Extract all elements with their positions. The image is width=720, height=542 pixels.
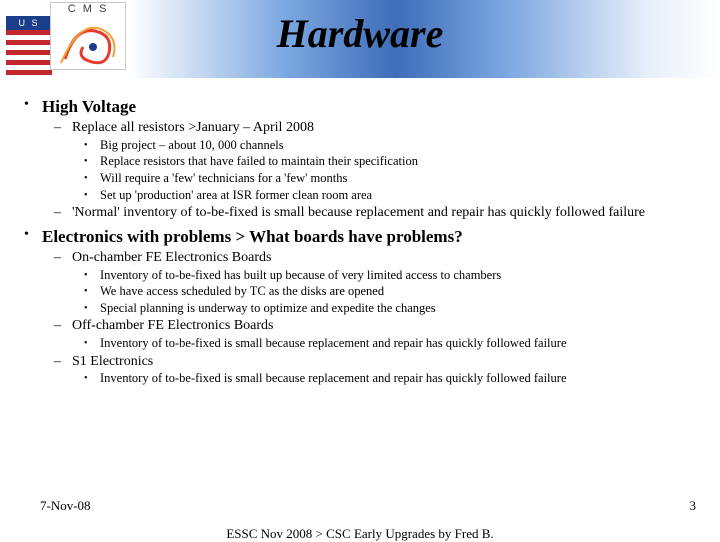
sub-label: Replace all resistors >January – April 2… — [72, 120, 314, 135]
sub-item: 'Normal' inventory of to-be-fixed is sma… — [72, 204, 696, 222]
detail-item: Big project – about 10, 000 channels — [100, 138, 696, 154]
sub-label: 'Normal' inventory of to-be-fixed is sma… — [72, 205, 645, 220]
slide-title: Hardware — [0, 10, 720, 57]
detail-item: Inventory of to-be-fixed is small becaus… — [100, 371, 696, 387]
detail-item: Inventory of to-be-fixed has built up be… — [100, 268, 696, 284]
detail-item: We have access scheduled by TC as the di… — [100, 284, 696, 300]
slide-body: High Voltage Replace all resistors >Janu… — [0, 78, 720, 387]
slide-header: U S C M S Hardware — [0, 0, 720, 78]
bullet-label: High Voltage — [42, 97, 136, 116]
footer-page-number: 3 — [690, 498, 697, 514]
sub-label: On-chamber FE Electronics Boards — [72, 250, 271, 265]
bullet-label: Electronics with problems > What boards … — [42, 227, 463, 246]
sub-item: On-chamber FE Electronics Boards Invento… — [72, 249, 696, 316]
bullet-electronics: Electronics with problems > What boards … — [42, 226, 696, 387]
detail-item: Inventory of to-be-fixed is small becaus… — [100, 336, 696, 352]
sub-item: S1 Electronics Inventory of to-be-fixed … — [72, 353, 696, 387]
footer-date: 7-Nov-08 — [40, 498, 91, 514]
sub-label: S1 Electronics — [72, 354, 153, 369]
sub-item: Off-chamber FE Electronics Boards Invent… — [72, 317, 696, 351]
sub-item: Replace all resistors >January – April 2… — [72, 119, 696, 203]
detail-item: Special planning is underway to optimize… — [100, 301, 696, 317]
bullet-high-voltage: High Voltage Replace all resistors >Janu… — [42, 96, 696, 222]
detail-item: Will require a 'few' technicians for a '… — [100, 171, 696, 187]
detail-item: Set up 'production' area at ISR former c… — [100, 188, 696, 204]
sub-label: Off-chamber FE Electronics Boards — [72, 318, 274, 333]
detail-item: Replace resistors that have failed to ma… — [100, 154, 696, 170]
